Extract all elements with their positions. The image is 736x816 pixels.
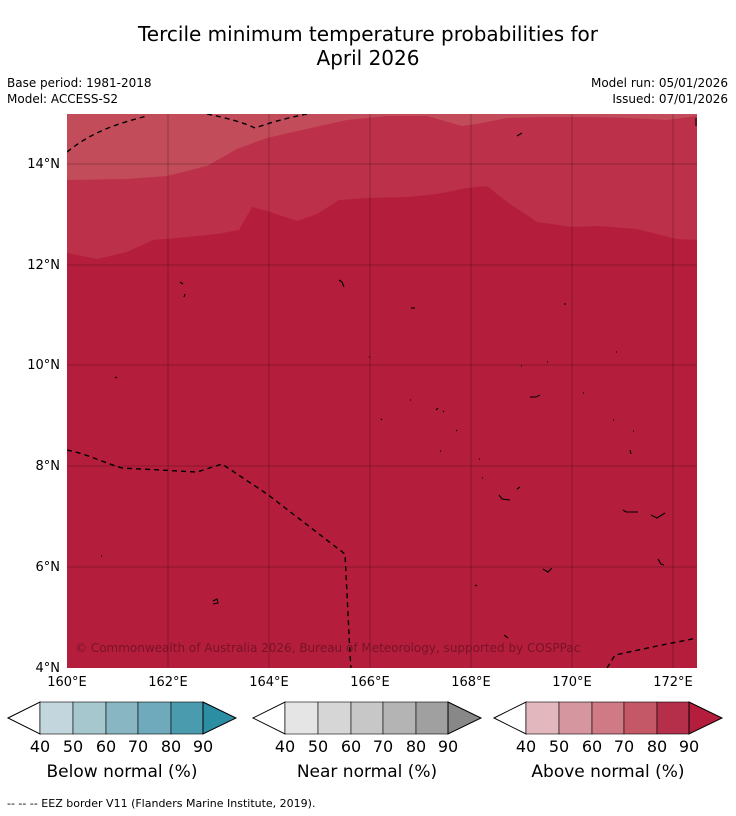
- cbar-near-swatch-60: [350, 701, 384, 735]
- lat-label-10: 10°N: [27, 358, 60, 373]
- title-line-2: April 2026: [316, 46, 420, 70]
- cbar-below-tick-50: 50: [62, 737, 84, 756]
- cbar-near-tick-60: 60: [340, 737, 362, 756]
- lat-label-14: 14°N: [27, 157, 60, 172]
- cbar-below-swatch-80: [170, 701, 204, 735]
- cbar-above-swatch-40: [525, 701, 560, 735]
- cbar-above-tick-40: 40: [515, 737, 537, 756]
- lat-label-12: 12°N: [27, 258, 60, 273]
- cbar-near-swatch-80: [415, 701, 449, 735]
- cbar-below-swatch-70: [137, 701, 172, 735]
- cbar-above-tick-90: 90: [678, 737, 700, 756]
- cbar-near-tick-90: 90: [437, 737, 459, 756]
- grid-lines: [67, 114, 697, 668]
- lon-label-168: 168°E: [451, 675, 491, 690]
- issued-date: Issued: 07/01/2026: [612, 92, 728, 106]
- cbar-above-title: Above normal (%): [531, 762, 685, 782]
- cbar-above-extend-high: [688, 701, 724, 735]
- title-line-1: Tercile minimum temperature probabilitie…: [137, 22, 599, 46]
- cbar-above-swatch-50: [558, 701, 593, 735]
- lon-label-170: 170°E: [552, 675, 592, 690]
- colorbar-near-normal: [251, 701, 483, 735]
- meta-left: Base period: 1981-2018 Model: ACCESS-S2: [7, 75, 152, 107]
- cbar-below-tick-40: 40: [29, 737, 51, 756]
- lat-label-8: 8°N: [35, 459, 61, 474]
- cbar-below-swatch-60: [105, 701, 139, 735]
- cbar-near-swatch-70: [382, 701, 417, 735]
- model-name: Model: ACCESS-S2: [7, 92, 119, 106]
- cbar-near-tick-80: 80: [405, 737, 427, 756]
- lat-label-6: 6°N: [35, 560, 61, 575]
- cbar-above-extend-low: [492, 701, 527, 735]
- cbar-near-extend-high: [447, 701, 483, 735]
- lon-label-166: 166°E: [350, 675, 390, 690]
- islands: [101, 118, 697, 639]
- model-run: Model run: 05/01/2026: [590, 76, 728, 90]
- cbar-near-swatch-50: [317, 701, 352, 735]
- cbar-above-tick-70: 70: [613, 737, 635, 756]
- chart-title: Tercile minimum temperature probabilitie…: [0, 22, 736, 70]
- cbar-above-tick-80: 80: [646, 737, 668, 756]
- lat-label-4: 4°N: [35, 661, 61, 676]
- lon-label-162: 162°E: [148, 675, 188, 690]
- cbar-near-tick-40: 40: [274, 737, 296, 756]
- cbar-below-extend-high: [202, 701, 238, 735]
- band-70: [67, 114, 697, 180]
- cbar-above-swatch-60: [591, 701, 625, 735]
- cbar-below-tick-70: 70: [127, 737, 149, 756]
- copyright-notice: © Commonwealth of Australia 2026, Bureau…: [75, 641, 581, 655]
- cbar-below-extend-low: [6, 701, 41, 735]
- base-period: Base period: 1981-2018: [7, 76, 152, 90]
- lon-label-160: 160°E: [47, 675, 87, 690]
- eez-footnote: -- -- -- EEZ border V11 (Flanders Marine…: [7, 797, 316, 810]
- cbar-near-tick-70: 70: [372, 737, 394, 756]
- cbar-below-title: Below normal (%): [46, 762, 198, 782]
- meta-right: Model run: 05/01/2026 Issued: 07/01/2026: [591, 75, 728, 107]
- cbar-below-tick-80: 80: [160, 737, 182, 756]
- eez-borders: [67, 114, 697, 668]
- colorbar-below-normal: [6, 701, 238, 735]
- cbar-near-extend-low: [251, 701, 286, 735]
- cbar-above-swatch-80: [656, 701, 690, 735]
- cbar-near-tick-50: 50: [307, 737, 329, 756]
- cbar-below-swatch-40: [39, 701, 74, 735]
- colorbar-above-normal: [492, 701, 724, 735]
- cbar-below-tick-90: 90: [192, 737, 214, 756]
- cbar-above-tick-50: 50: [548, 737, 570, 756]
- cbar-below-swatch-50: [72, 701, 107, 735]
- cbar-near-title: Near normal (%): [296, 762, 438, 782]
- lon-label-164: 164°E: [249, 675, 289, 690]
- lon-label-172: 172°E: [653, 675, 693, 690]
- probability-map: [67, 114, 697, 668]
- cbar-near-swatch-40: [284, 701, 319, 735]
- cbar-above-tick-60: 60: [581, 737, 603, 756]
- cbar-above-swatch-70: [623, 701, 658, 735]
- cbar-below-tick-60: 60: [95, 737, 117, 756]
